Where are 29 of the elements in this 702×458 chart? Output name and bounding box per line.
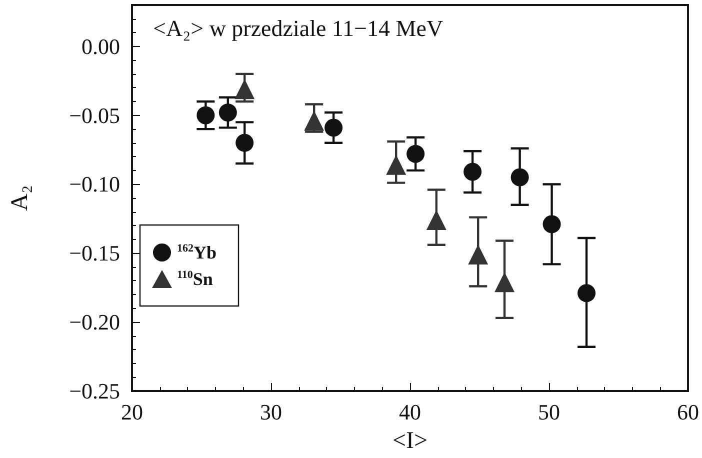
point [406, 144, 425, 163]
y-tick-label: −0.25 [69, 378, 120, 404]
x-tick-label: 30 [260, 400, 282, 424]
text: <A₂> w przedziale 11−14 MeV [153, 16, 444, 41]
point [196, 106, 215, 124]
x-axis-title: <I> [392, 428, 428, 454]
x-tick-label: 50 [538, 400, 560, 424]
point [542, 215, 561, 234]
point [494, 272, 515, 292]
point [386, 154, 406, 175]
point [426, 210, 446, 230]
y-tick-label: −0.05 [69, 102, 120, 128]
y-axis-title: A₂ [7, 185, 33, 211]
point [324, 118, 343, 137]
x-tick-label: 60 [677, 400, 699, 424]
point [236, 134, 254, 152]
y-tick-label: −0.20 [69, 310, 120, 335]
point [304, 110, 324, 131]
point [218, 104, 237, 122]
point [510, 168, 529, 186]
point [468, 244, 488, 265]
x-tick-label: 40 [399, 400, 421, 424]
point [578, 284, 596, 302]
y-tick-label: −0.10 [69, 172, 120, 197]
y-tick-label: −0.15 [69, 240, 120, 266]
point [464, 162, 482, 181]
point [234, 79, 255, 100]
y-tick-label: 0.00 [82, 34, 120, 59]
x-tick-label: 20 [121, 400, 143, 424]
